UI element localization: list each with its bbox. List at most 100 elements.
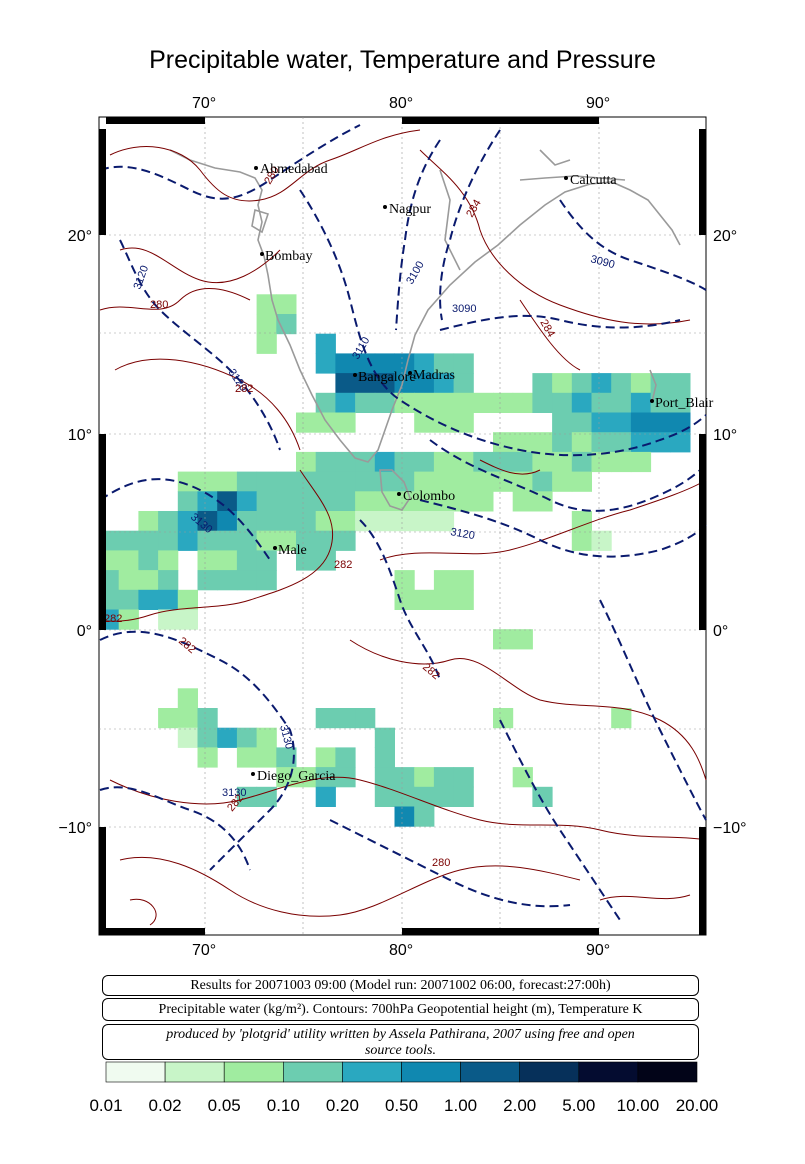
pw-cell <box>512 767 533 788</box>
credits-info: produced by 'plotgrid' utility written b… <box>102 1024 699 1060</box>
pw-cell <box>118 570 139 591</box>
pw-cell <box>453 570 474 591</box>
pw-cell <box>335 530 356 551</box>
precipitable-water-cells <box>99 294 691 827</box>
axis-ticks: 70° 80° 90° 70° 80° 90° 20° 10° 0° −10° … <box>58 95 746 959</box>
lat-tick: 0° <box>77 623 92 640</box>
pw-cell <box>355 708 376 729</box>
pw-cell <box>315 392 336 413</box>
pw-cell <box>177 589 198 610</box>
pw-cell <box>335 511 356 532</box>
pw-cell <box>256 747 277 768</box>
pw-cell <box>315 451 336 473</box>
pw-cell <box>532 471 553 492</box>
contours-info: Precipitable water (kg/m²). Contours: 70… <box>102 998 699 1021</box>
pw-cell <box>256 491 277 512</box>
pw-cell <box>433 570 455 591</box>
pw-cell <box>453 392 474 413</box>
pw-cell <box>256 727 277 748</box>
pw-cell <box>552 451 573 473</box>
pw-cell <box>532 392 553 413</box>
city-label: Calcutta <box>570 173 617 188</box>
pw-cell <box>236 570 258 591</box>
pw-cell <box>571 373 592 394</box>
credits-line: produced by 'plotgrid' utility written b… <box>166 1027 635 1042</box>
lat-tick: 0° <box>713 623 728 640</box>
pw-cell <box>236 747 258 768</box>
contour-label: 3130 <box>222 787 246 799</box>
pw-cell <box>256 314 277 335</box>
pw-cell <box>335 708 356 729</box>
pw-cell <box>355 353 376 374</box>
city-label: Diego_Garcia <box>257 769 336 784</box>
pw-cell <box>158 570 179 591</box>
pw-cell <box>532 451 553 473</box>
pw-cell <box>236 550 258 571</box>
pw-cell <box>138 530 159 551</box>
pw-cell <box>394 451 415 473</box>
pw-cell <box>571 392 592 413</box>
pw-cell <box>591 530 612 551</box>
pw-cell <box>177 491 198 512</box>
pw-cell <box>197 550 218 571</box>
pw-cell <box>217 550 238 571</box>
lat-tick: −10° <box>58 820 92 837</box>
pw-cell <box>217 511 238 532</box>
pw-cell <box>433 392 455 413</box>
pw-cell <box>197 747 218 768</box>
pw-cell <box>374 511 395 532</box>
pw-cell <box>591 432 612 453</box>
pw-cell <box>296 511 317 532</box>
pw-cell <box>650 392 671 413</box>
pw-cell <box>453 589 474 610</box>
pw-cell <box>512 432 533 453</box>
pw-cell <box>335 491 356 512</box>
pw-cell <box>296 550 317 571</box>
pw-cell <box>611 708 632 729</box>
pw-cell <box>158 589 179 610</box>
pw-cell <box>571 511 592 532</box>
pw-cell <box>571 432 592 453</box>
pw-cell <box>197 727 218 748</box>
pw-cell <box>433 353 455 374</box>
contour-label: 3120 <box>449 526 475 542</box>
pw-cell <box>433 451 455 473</box>
pw-cell <box>138 589 159 610</box>
pw-cell <box>611 392 632 413</box>
pw-cell <box>394 353 415 374</box>
city-label: Port_Blair <box>655 396 714 411</box>
contour-label: 280 <box>150 299 168 311</box>
lat-tick: −10° <box>713 820 747 837</box>
pw-cell <box>335 392 356 413</box>
pw-cell <box>493 629 514 650</box>
pw-cell <box>571 451 592 473</box>
pw-cell <box>296 530 317 551</box>
pw-cell <box>414 412 435 433</box>
pw-cell <box>177 530 198 551</box>
pw-cell <box>197 708 218 729</box>
results-info: Results for 20071003 09:00 (Model run: 2… <box>102 975 699 996</box>
pw-cell <box>670 432 691 453</box>
pw-cell <box>276 491 297 512</box>
pw-cell <box>355 392 376 413</box>
lat-tick: 10° <box>713 427 737 444</box>
pw-cell <box>552 412 573 433</box>
pw-cell <box>630 451 652 473</box>
pw-cell <box>197 471 218 492</box>
pw-cell <box>433 373 455 394</box>
pw-cell <box>315 353 336 374</box>
pw-cell <box>414 589 435 610</box>
pw-cell <box>236 530 258 551</box>
pw-cell <box>276 511 297 532</box>
lon-tick: 90° <box>586 95 610 112</box>
pw-cell <box>296 491 317 512</box>
pw-cell <box>335 747 356 768</box>
pw-cell <box>453 353 474 374</box>
city-label: Nagpur <box>389 202 431 217</box>
city-label: Madras <box>413 368 455 383</box>
pw-cell <box>453 471 474 492</box>
pw-cell <box>236 727 258 748</box>
pw-cell <box>315 491 336 512</box>
pw-cell <box>473 491 494 512</box>
